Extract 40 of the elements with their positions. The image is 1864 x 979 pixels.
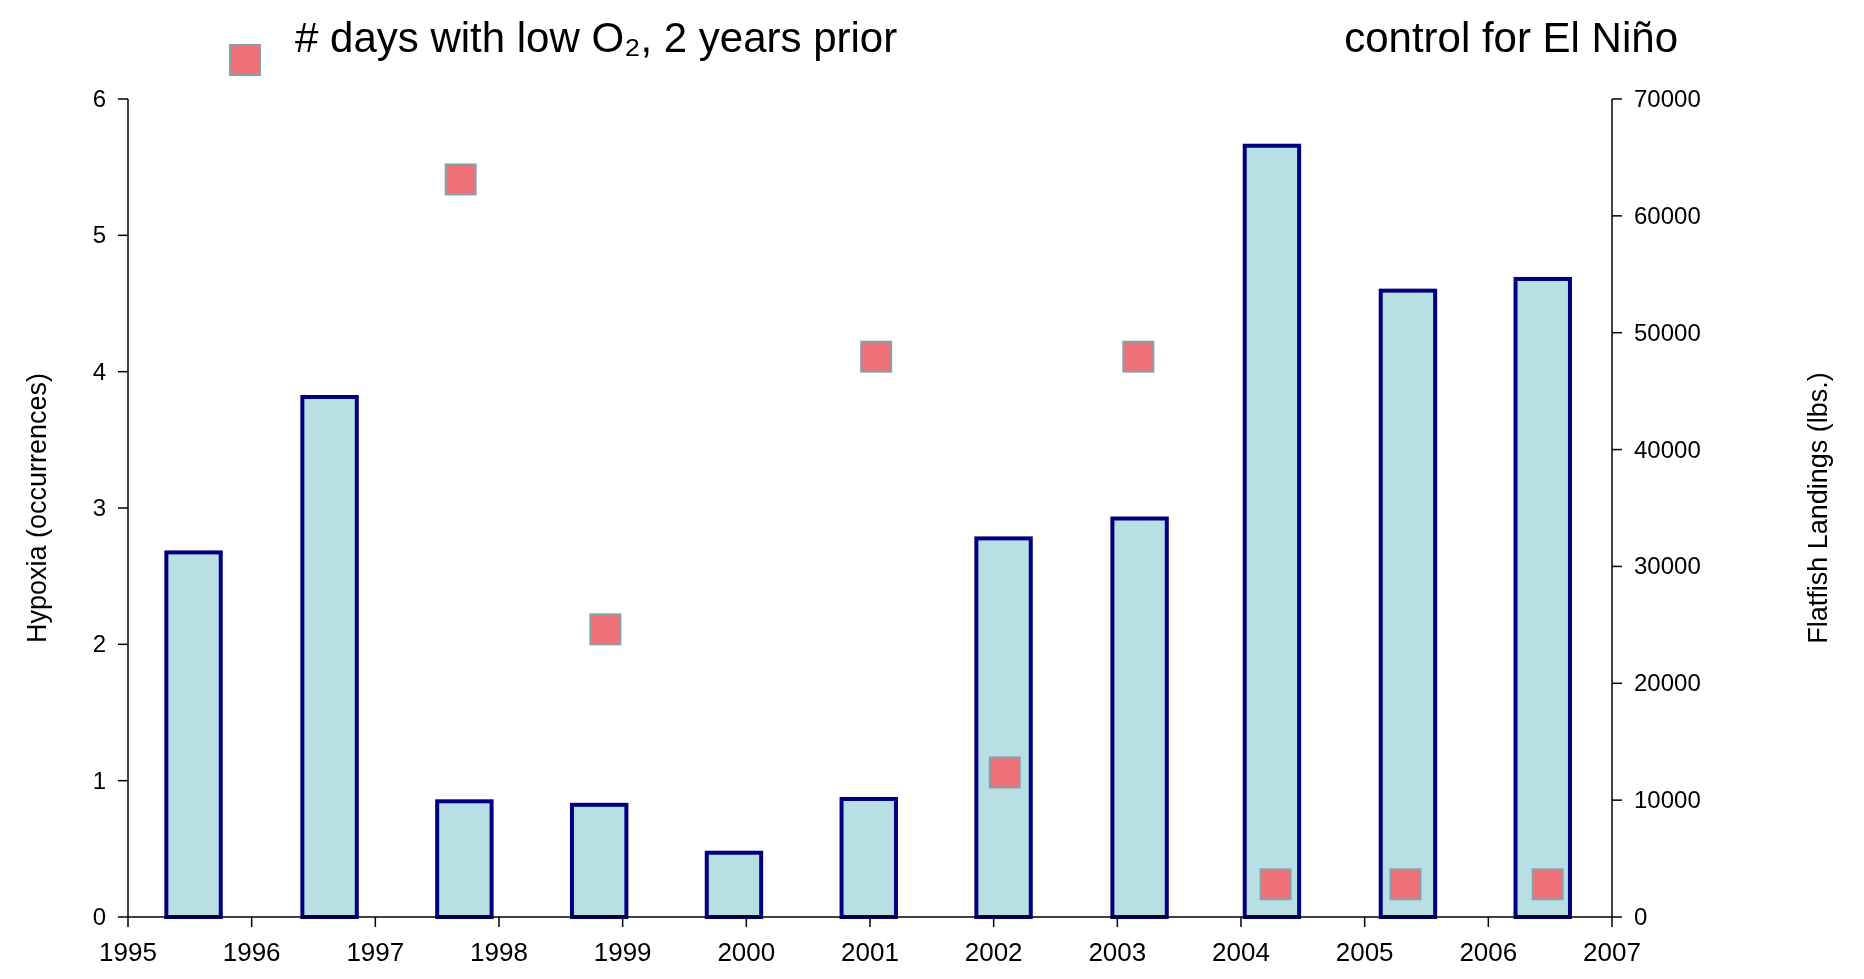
text: control for El Niño xyxy=(1344,14,1678,61)
point xyxy=(988,756,1021,789)
y2-axis-title: Flatfish Landings (lbs.) xyxy=(1803,372,1833,644)
x-tick-label: 2002 xyxy=(964,937,1023,967)
y2-tick-label: 30000 xyxy=(1634,552,1701,580)
legend-label: # days with low O₂, 2 years prior xyxy=(295,14,898,61)
y-tick-label: 0 xyxy=(92,903,106,930)
y-tick-label: 4 xyxy=(92,357,106,385)
y-tick-label: 5 xyxy=(92,221,106,249)
x-tick-label: 2001 xyxy=(841,937,899,967)
y-tick-label: 6 xyxy=(92,85,106,112)
y-tick-label: 1 xyxy=(92,766,106,794)
x-tick-label: 2003 xyxy=(1088,937,1147,967)
point xyxy=(1259,868,1292,901)
x-tick-label: 2000 xyxy=(717,937,776,967)
y2-tick-label: 0 xyxy=(1634,903,1648,930)
x-tick-label: 1995 xyxy=(99,937,157,967)
y2-tick-label: 10000 xyxy=(1634,786,1701,814)
x-tick-label: 2007 xyxy=(1583,937,1641,967)
y-tick-label: 3 xyxy=(92,494,106,521)
point xyxy=(1122,340,1155,373)
point xyxy=(444,163,477,196)
x-tick-label: 1996 xyxy=(222,937,281,967)
x-tick-label: 2005 xyxy=(1335,937,1394,967)
x-tick-label: 2006 xyxy=(1459,937,1518,967)
x-tick-label: 2004 xyxy=(1212,937,1270,967)
y2-tick-label: 60000 xyxy=(1634,201,1701,229)
x-tick-label: 1999 xyxy=(593,937,652,967)
x-tick-label: 1998 xyxy=(470,937,528,967)
y2-tick-label: 40000 xyxy=(1634,435,1701,463)
y2-tick-label: 50000 xyxy=(1634,318,1701,346)
point xyxy=(860,340,893,373)
point xyxy=(589,613,622,646)
y-tick-label: 2 xyxy=(92,630,106,658)
y-axis-title: Hypoxia (occurrences) xyxy=(22,372,52,644)
y2-tick-label: 70000 xyxy=(1634,85,1701,112)
point xyxy=(1389,868,1422,901)
point xyxy=(1531,868,1564,901)
y2-tick-label: 20000 xyxy=(1634,669,1701,697)
x-tick-label: 1997 xyxy=(346,937,405,967)
